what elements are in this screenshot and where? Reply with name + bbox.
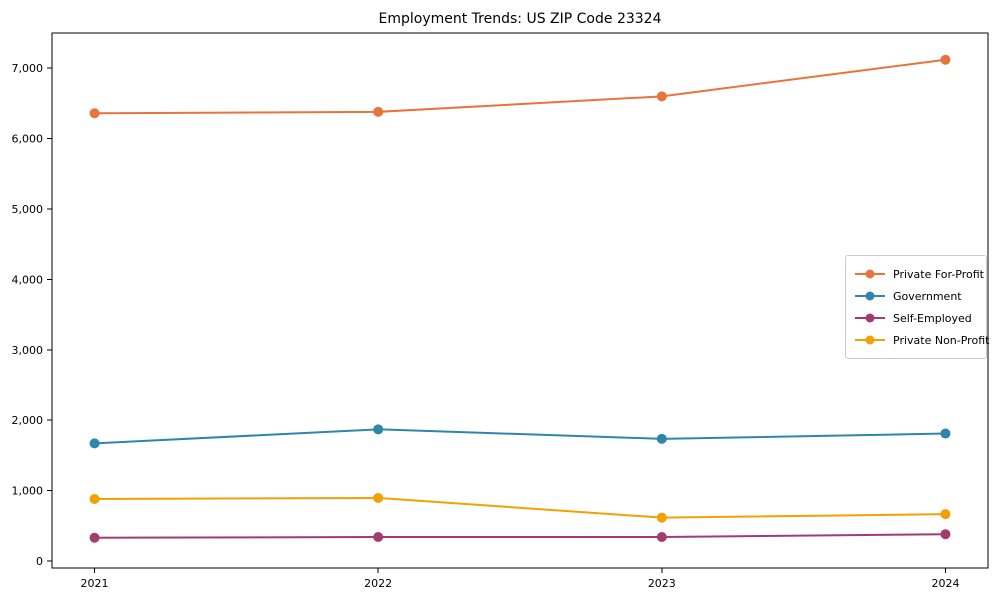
data-point-private-for-profit-2022 xyxy=(373,106,384,117)
data-point-private-non-profit-2022 xyxy=(373,492,384,503)
series-line-private-for-profit xyxy=(93,58,947,115)
data-point-government-2021 xyxy=(89,438,100,449)
legend-label: Private For-Profit xyxy=(893,267,984,281)
series-government xyxy=(89,424,951,449)
data-point-self-employed-2021 xyxy=(89,532,100,543)
data-point-private-for-profit-2021 xyxy=(89,108,100,119)
series-line-private-non-profit xyxy=(93,496,947,519)
data-point-private-for-profit-2024 xyxy=(940,54,951,65)
data-point-private-non-profit-2024 xyxy=(940,509,951,520)
series-line-self-employed xyxy=(93,533,947,539)
data-point-government-2024 xyxy=(940,428,951,439)
series-private-non-profit xyxy=(89,492,951,523)
data-point-self-employed-2024 xyxy=(940,529,951,540)
data-point-government-2022 xyxy=(373,424,384,435)
legend-item-private-for-profit: Private For-Profit xyxy=(855,263,984,285)
legend-item-self-employed: Self-Employed xyxy=(855,307,977,329)
x-tick-label: 2022 xyxy=(364,577,392,590)
legend-label: Private Non-Profit xyxy=(893,333,990,347)
legend-marker-private-for-profit xyxy=(855,269,885,279)
data-point-private-non-profit-2023 xyxy=(656,512,667,523)
y-tick-label: 1,000 xyxy=(12,485,44,498)
data-point-private-non-profit-2021 xyxy=(89,494,100,505)
y-tick-label: 5,000 xyxy=(12,203,44,216)
y-tick-label: 2,000 xyxy=(12,414,44,427)
y-tick-label: 4,000 xyxy=(12,273,44,286)
series-private-for-profit xyxy=(89,54,951,119)
legend-marker-self-employed xyxy=(855,313,885,323)
y-tick-label: 6,000 xyxy=(12,133,44,146)
y-tick-label: 3,000 xyxy=(12,344,44,357)
legend-marker-government xyxy=(855,291,885,301)
series-self-employed xyxy=(89,529,951,543)
legend-marker-private-non-profit xyxy=(855,335,885,345)
axes xyxy=(51,32,989,569)
x-tick-label: 2021 xyxy=(81,577,109,590)
legend-label: Self-Employed xyxy=(893,311,972,325)
legend-label: Government xyxy=(893,289,962,303)
data-point-self-employed-2023 xyxy=(656,532,667,543)
data-point-government-2023 xyxy=(656,433,667,444)
legend: Private For-Profit Government Self-Emplo… xyxy=(845,255,989,359)
series-line-government xyxy=(93,428,947,445)
y-axis-ticks: 0 1,000 2,000 3,000 4,000 5,000 6,000 7,000 xyxy=(12,62,52,568)
data-point-private-for-profit-2023 xyxy=(656,91,667,102)
legend-item-private-non-profit: Private Non-Profit xyxy=(855,329,989,351)
x-tick-label: 2023 xyxy=(648,577,676,590)
y-tick-label: 7,000 xyxy=(12,62,44,75)
data-point-self-employed-2022 xyxy=(373,532,384,543)
legend-item-government: Government xyxy=(855,285,977,307)
x-tick-label: 2024 xyxy=(931,577,959,590)
chart-title: Employment Trends: US ZIP Code 23324 xyxy=(378,11,662,27)
x-axis-ticks: 2021 2022 2023 2024 xyxy=(81,568,959,590)
y-tick-label: 0 xyxy=(36,555,43,568)
